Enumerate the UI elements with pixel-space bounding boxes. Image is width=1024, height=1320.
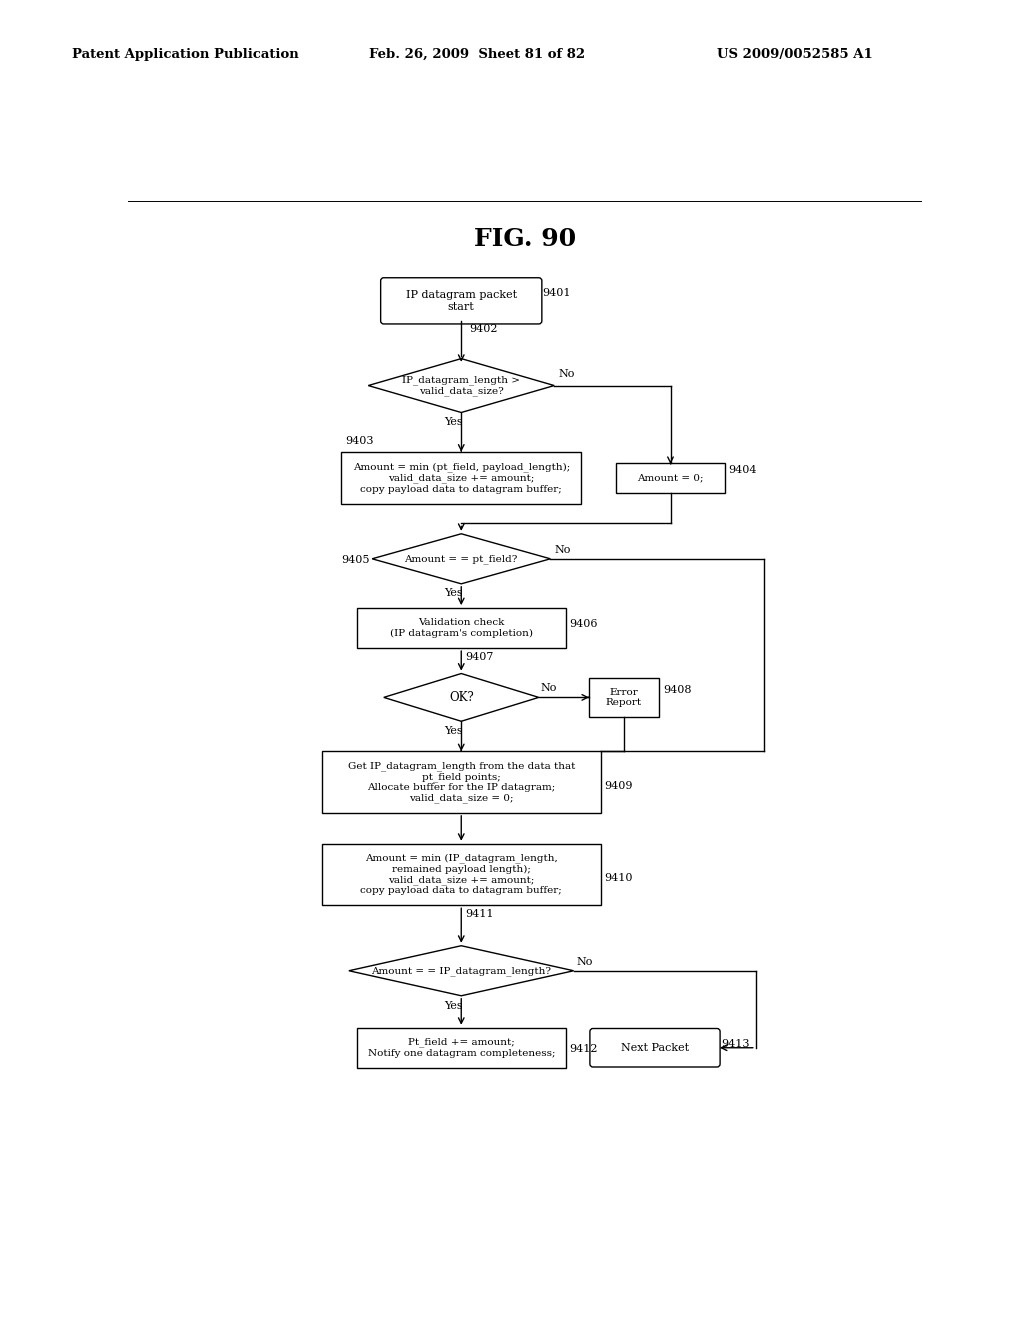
Text: 9411: 9411	[465, 909, 494, 919]
Text: 9402: 9402	[469, 325, 498, 334]
Text: Amount = 0;: Amount = 0;	[637, 474, 703, 482]
Text: 9408: 9408	[663, 685, 691, 694]
Bar	[616, 463, 725, 492]
Text: Yes: Yes	[444, 726, 463, 735]
Text: Patent Application Publication: Patent Application Publication	[72, 48, 298, 61]
Text: US 2009/0052585 A1: US 2009/0052585 A1	[717, 48, 872, 61]
Text: Feb. 26, 2009  Sheet 81 of 82: Feb. 26, 2009 Sheet 81 of 82	[369, 48, 585, 61]
Text: 9412: 9412	[569, 1044, 598, 1055]
Text: Get IP_datagram_length from the data that
pt_field points;
Allocate buffer for t: Get IP_datagram_length from the data tha…	[347, 760, 574, 804]
Polygon shape	[349, 945, 573, 995]
Text: Yes: Yes	[444, 589, 463, 598]
Text: 9401: 9401	[543, 288, 571, 298]
Text: IP_datagram_length >
valid_data_size?: IP_datagram_length > valid_data_size?	[402, 375, 520, 396]
Bar	[356, 1028, 566, 1068]
FancyBboxPatch shape	[381, 277, 542, 323]
Text: IP datagram packet
start: IP datagram packet start	[406, 290, 517, 312]
Text: No: No	[541, 684, 557, 693]
Text: 9410: 9410	[604, 874, 633, 883]
Bar	[341, 451, 582, 504]
Text: Error
Report: Error Report	[606, 688, 642, 708]
Text: 9403: 9403	[345, 436, 374, 446]
Text: 9404: 9404	[729, 465, 757, 475]
Text: Amount = = IP_datagram_length?: Amount = = IP_datagram_length?	[372, 966, 551, 975]
Text: 9405: 9405	[341, 554, 370, 565]
Text: 9409: 9409	[604, 781, 633, 791]
Text: Amount = min (IP_datagram_length,
remained payload length);
valid_data_size += a: Amount = min (IP_datagram_length, remain…	[360, 854, 562, 895]
Text: Yes: Yes	[444, 1001, 463, 1011]
Bar	[356, 609, 566, 648]
Text: 9407: 9407	[465, 652, 494, 661]
Polygon shape	[384, 673, 539, 721]
Text: Validation check
(IP datagram's completion): Validation check (IP datagram's completi…	[390, 618, 532, 638]
Text: 9406: 9406	[569, 619, 598, 630]
Polygon shape	[372, 533, 550, 583]
Text: FIG. 90: FIG. 90	[474, 227, 575, 251]
Text: No: No	[558, 370, 574, 379]
Text: Amount = min (pt_field, payload_length);
valid_data_size += amount;
copy payload: Amount = min (pt_field, payload_length);…	[352, 462, 570, 494]
Text: No: No	[554, 545, 570, 554]
Text: Amount = = pt_field?: Amount = = pt_field?	[404, 554, 518, 564]
Polygon shape	[369, 359, 554, 412]
Bar	[322, 843, 601, 906]
Bar	[589, 678, 658, 717]
Text: Yes: Yes	[444, 417, 463, 426]
Text: Pt_field += amount;
Notify one datagram completeness;: Pt_field += amount; Notify one datagram …	[368, 1038, 555, 1057]
Text: OK?: OK?	[449, 690, 474, 704]
Text: No: No	[577, 957, 593, 966]
Text: 9413: 9413	[721, 1039, 750, 1049]
Text: Next Packet: Next Packet	[621, 1043, 689, 1053]
Bar	[322, 751, 601, 813]
FancyBboxPatch shape	[590, 1028, 720, 1067]
